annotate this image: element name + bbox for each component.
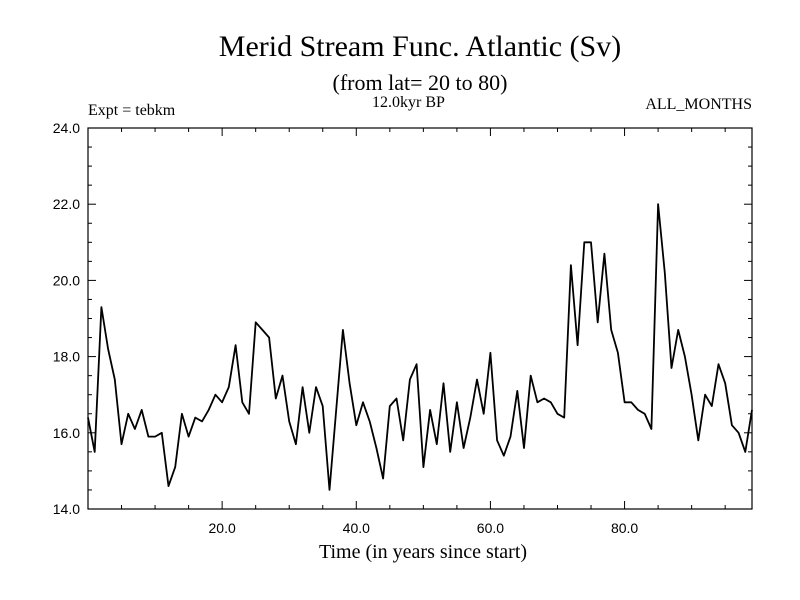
experiment-label: Expt = tebkm <box>88 102 176 119</box>
months-label: ALL_MONTHS <box>645 96 752 113</box>
chart-subtitle: (from lat= 20 to 80) <box>332 70 508 95</box>
y-tick-label: 24.0 <box>53 120 80 136</box>
y-tick-label: 16.0 <box>53 425 80 441</box>
chart-title: Merid Stream Func. Atlantic (Sv) <box>218 30 622 63</box>
x-axis-label: Time (in years since start) <box>319 541 527 563</box>
period-label: 12.0kyr BP <box>372 94 445 111</box>
y-tick-label: 20.0 <box>53 272 80 288</box>
y-tick-label: 18.0 <box>53 349 80 365</box>
y-tick-label: 14.0 <box>53 501 80 517</box>
x-tick-label: 20.0 <box>209 520 236 536</box>
series-line-tebkm <box>87 203 753 491</box>
x-tick-label: 80.0 <box>611 520 638 536</box>
x-tick-label: 40.0 <box>343 520 370 536</box>
plot-frame <box>87 127 753 510</box>
x-tick-label: 60.0 <box>477 520 504 536</box>
y-tick-label: 22.0 <box>53 196 80 212</box>
